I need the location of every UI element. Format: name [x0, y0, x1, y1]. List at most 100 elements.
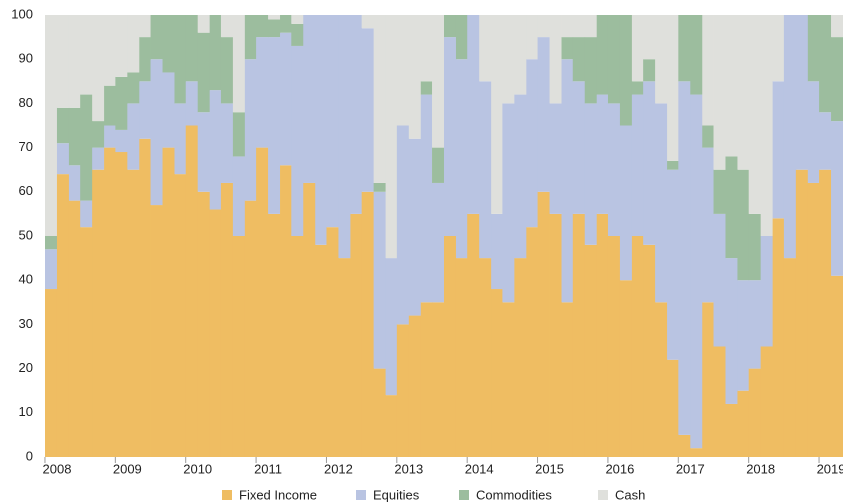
bar-segment [373, 182, 386, 192]
bar-segment [420, 94, 433, 303]
bar-segment [819, 15, 832, 113]
bar-segment [690, 448, 703, 457]
bar-segment [174, 174, 187, 457]
bar-segment [467, 213, 480, 457]
bar-segment [737, 15, 750, 170]
bar-segment [444, 15, 457, 38]
bar-segment [655, 302, 668, 457]
bar-segment [385, 15, 398, 259]
bar-segment [115, 15, 128, 77]
bar-segment [479, 15, 492, 82]
bar-segment [819, 112, 832, 170]
bar-segment [631, 81, 644, 95]
bar-segment [220, 15, 234, 38]
y-tick-label: 40 [19, 272, 33, 287]
bar-segment [127, 103, 140, 170]
bar-segment [373, 368, 386, 457]
bar-segment [584, 244, 598, 457]
bar-segment [291, 45, 304, 236]
legend-swatch [356, 490, 366, 500]
bar-segment [831, 37, 843, 122]
bar-segment [256, 15, 269, 38]
legend-label: Fixed Income [239, 487, 317, 502]
bar-segment [467, 15, 480, 214]
y-tick-label: 30 [19, 316, 33, 331]
bar-segment [807, 182, 820, 457]
bar-segment [725, 15, 738, 157]
x-tick-label: 2017 [676, 461, 705, 476]
y-tick-label: 90 [19, 51, 33, 66]
x-tick-label: 2013 [394, 461, 423, 476]
bar-segment [80, 15, 93, 95]
bar-segment [162, 15, 175, 73]
bar-segment [514, 258, 527, 457]
bar-segment [537, 37, 550, 192]
legend-swatch [459, 490, 469, 500]
bar-segment [268, 213, 281, 457]
bar-segment [432, 147, 445, 183]
bar-segment [748, 368, 762, 457]
x-tick-label: 2016 [605, 461, 634, 476]
bar-segment [361, 28, 375, 192]
bar-segment [549, 103, 562, 214]
bar-segment [232, 15, 246, 113]
bar-segment [737, 169, 750, 281]
bar-segment [514, 15, 527, 95]
bar-segment [690, 94, 703, 449]
bar-segment [291, 15, 304, 24]
bar-segment [185, 15, 199, 82]
bar-segment [667, 359, 679, 457]
legend-label: Equities [373, 487, 420, 502]
y-tick-label: 0 [26, 448, 33, 463]
bar-segment [607, 15, 621, 104]
bar-segment [526, 15, 538, 60]
bar-segment [643, 244, 656, 457]
bar-segment [104, 85, 116, 126]
bar-segment [725, 156, 738, 259]
bar-segment [280, 165, 292, 457]
bar-segment [115, 152, 128, 457]
bar-segment [655, 15, 668, 104]
y-tick-label: 60 [19, 183, 33, 198]
bar-segment [678, 81, 691, 435]
bar-segment [385, 258, 398, 396]
bar-segment [338, 15, 351, 259]
bar-segment [631, 236, 644, 457]
bar-segment [678, 15, 691, 82]
bar-segment [831, 121, 843, 276]
bar-segment [772, 218, 785, 457]
bar-segment [315, 15, 327, 245]
bar-segment [373, 15, 386, 183]
bar-segment [572, 15, 586, 38]
y-tick-label: 70 [19, 139, 33, 154]
bar-segment [643, 15, 656, 60]
bar-segment [220, 182, 234, 457]
bar-segment [526, 59, 538, 228]
bar-segment [139, 138, 151, 457]
bar-segment [667, 15, 679, 161]
bar-segment [291, 23, 304, 46]
bar-segment [68, 165, 81, 201]
bar-segment [737, 390, 750, 457]
bar-segment [80, 94, 93, 201]
bar-segment [619, 280, 633, 457]
bar-segment [385, 395, 398, 457]
bar-segment [596, 15, 609, 95]
bar-segment [104, 125, 116, 148]
bar-segment [162, 147, 175, 457]
bar-segment [643, 59, 656, 82]
bar-segment [174, 103, 187, 175]
bar-segment [713, 346, 726, 457]
bar-segment [256, 147, 269, 457]
bar-segment [702, 147, 714, 303]
bar-segment [748, 213, 762, 281]
bar-segment [127, 72, 140, 104]
bar-segment [408, 315, 422, 457]
bar-segment [760, 15, 774, 236]
bar-segment [104, 147, 116, 457]
bar-segment [92, 169, 105, 457]
bar-segment [197, 32, 211, 113]
bar-segment [631, 94, 644, 236]
bar-segment [760, 236, 774, 347]
bar-segment [491, 213, 503, 290]
